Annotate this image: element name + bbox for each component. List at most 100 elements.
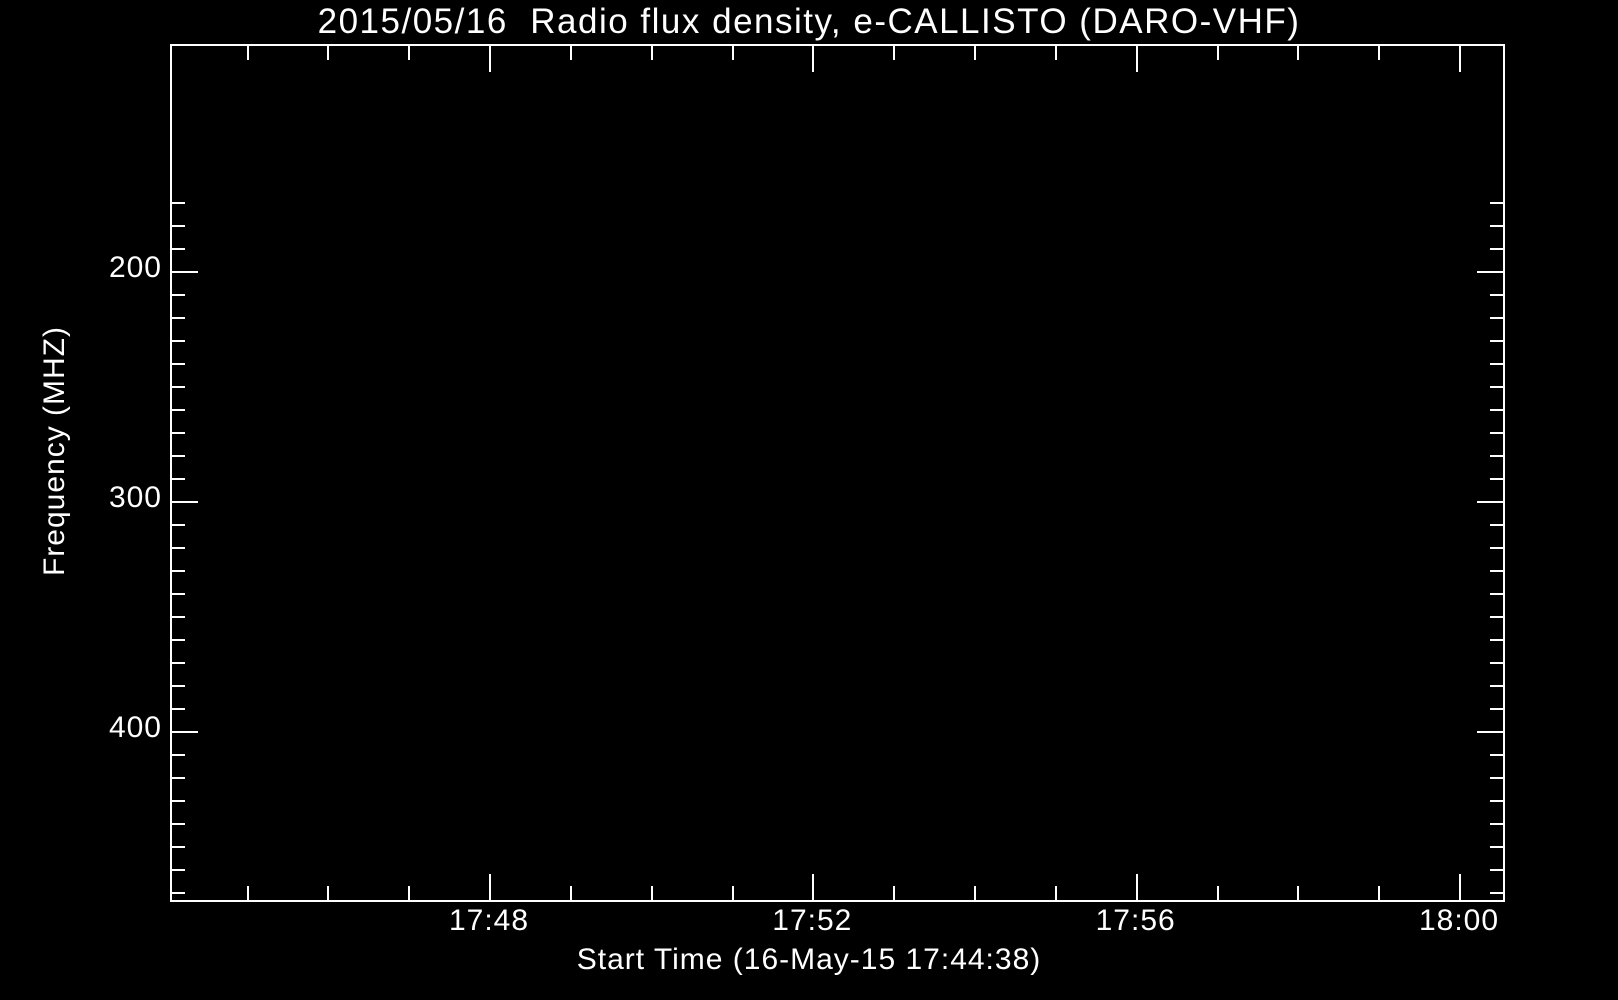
x-axis-major-tick-top [489, 46, 491, 72]
y-axis-minor-tick-right [1490, 708, 1503, 710]
x-axis-minor-tick [327, 886, 330, 900]
x-axis-minor-tick [1297, 886, 1300, 900]
x-axis-major-tick [812, 874, 815, 900]
y-axis-minor-tick-right [1490, 639, 1503, 641]
y-axis-minor-tick [172, 892, 185, 894]
y-axis-minor-tick [172, 800, 185, 802]
x-axis-major-tick [1459, 874, 1461, 900]
y-axis-tick-label: 300 [108, 481, 162, 514]
y-axis-minor-tick-right [1490, 685, 1503, 687]
y-axis-minor-tick-right [1490, 386, 1503, 388]
x-axis-minor-tick-top [1054, 46, 1057, 60]
x-axis-minor-tick [408, 886, 411, 900]
y-axis-minor-tick-right [1490, 409, 1503, 411]
page-title: 2015/05/16 Radio flux density, e-CALLIST… [317, 2, 1301, 41]
x-axis-minor-tick [569, 886, 572, 900]
y-axis-minor-tick [172, 524, 185, 526]
y-axis-minor-tick-right [1490, 455, 1503, 457]
x-axis-minor-tick [1216, 886, 1219, 900]
y-axis-minor-tick [172, 869, 185, 871]
y-axis-major-tick-right [1477, 731, 1503, 733]
y-axis-minor-tick [172, 616, 185, 618]
y-axis-minor-tick-right [1490, 570, 1503, 572]
x-axis-minor-tick-top [1378, 46, 1381, 60]
y-axis-minor-tick [172, 708, 185, 710]
y-axis-minor-tick-right [1490, 225, 1503, 227]
x-axis-major-tick [1135, 874, 1138, 900]
y-axis-major-tick [172, 731, 198, 733]
y-axis-minor-tick-right [1490, 547, 1503, 549]
x-axis-minor-tick [1378, 886, 1381, 900]
y-axis-minor-tick-right [1490, 432, 1503, 434]
x-axis-minor-tick [731, 886, 734, 900]
y-axis-minor-tick [172, 823, 185, 825]
x-axis-minor-tick-top [408, 46, 411, 60]
y-axis-minor-tick-right [1490, 202, 1503, 204]
x-axis-tick-label: 17:48 [448, 904, 530, 937]
y-axis-minor-tick-right [1490, 754, 1503, 756]
x-axis-title: Start Time (16-May-15 17:44:38) [576, 943, 1042, 976]
y-axis-minor-tick [172, 432, 185, 434]
x-axis-major-tick-top [1459, 46, 1461, 72]
y-axis-tick-label: 400 [108, 711, 162, 744]
y-axis-minor-tick [172, 294, 185, 296]
x-axis-minor-tick-top [246, 46, 249, 60]
y-axis-minor-tick [172, 754, 185, 756]
x-axis-minor-tick [974, 886, 976, 900]
y-axis-minor-tick-right [1490, 478, 1503, 480]
y-axis-minor-tick-right [1490, 294, 1503, 296]
y-axis-minor-tick [172, 386, 185, 388]
x-axis-major-tick-top [812, 46, 815, 72]
x-axis-minor-tick-top [1216, 46, 1219, 60]
y-axis-minor-tick [172, 409, 185, 411]
x-axis-minor-tick [893, 886, 896, 900]
y-axis-minor-tick-right [1490, 593, 1503, 595]
x-axis-minor-tick-top [974, 46, 976, 60]
x-axis-minor-tick-top [327, 46, 330, 60]
x-axis-minor-tick [1054, 886, 1057, 900]
y-axis-minor-tick [172, 225, 185, 227]
y-axis-minor-tick [172, 363, 185, 365]
y-axis-minor-tick-right [1490, 363, 1503, 365]
y-axis-minor-tick-right [1490, 317, 1503, 319]
y-axis-minor-tick-right [1490, 800, 1503, 802]
y-axis-major-tick-right [1477, 501, 1503, 503]
y-axis-minor-tick [172, 340, 185, 342]
y-axis-minor-tick [172, 317, 185, 319]
x-axis-tick-label: 17:52 [772, 904, 853, 937]
plot-frame [170, 44, 1505, 902]
y-axis-minor-tick-right [1490, 662, 1503, 664]
y-axis-minor-tick [172, 777, 185, 779]
y-axis-minor-tick [172, 685, 185, 687]
y-axis-minor-tick-right [1490, 616, 1503, 618]
y-axis-major-tick [172, 501, 198, 503]
y-axis-minor-tick [172, 547, 185, 549]
y-axis-minor-tick-right [1490, 777, 1503, 779]
y-axis-tick-label: 200 [108, 251, 162, 284]
x-axis-minor-tick-top [650, 46, 653, 60]
y-axis-minor-tick [172, 662, 185, 664]
y-axis-title: Frequency (MHZ) [38, 325, 71, 577]
x-axis-minor-tick-top [1297, 46, 1300, 60]
x-axis-minor-tick-top [893, 46, 896, 60]
y-axis-minor-tick-right [1490, 869, 1503, 871]
x-axis-minor-tick-top [569, 46, 572, 60]
y-axis-minor-tick [172, 248, 185, 250]
y-axis-minor-tick-right [1490, 892, 1503, 894]
y-axis-minor-tick [172, 846, 185, 848]
x-axis-major-tick-top [1135, 46, 1138, 72]
x-axis-minor-tick-top [731, 46, 734, 60]
y-axis-minor-tick [172, 202, 185, 204]
y-axis-major-tick-right [1477, 271, 1503, 273]
y-axis-minor-tick [172, 593, 185, 595]
y-axis-minor-tick [172, 639, 185, 641]
y-axis-minor-tick [172, 570, 185, 572]
y-axis-minor-tick-right [1490, 340, 1503, 342]
x-axis-minor-tick [650, 886, 653, 900]
y-axis-minor-tick-right [1490, 823, 1503, 825]
x-axis-major-tick [489, 874, 491, 900]
y-axis-minor-tick [172, 478, 185, 480]
y-axis-minor-tick-right [1490, 846, 1503, 848]
y-axis-minor-tick-right [1490, 248, 1503, 250]
